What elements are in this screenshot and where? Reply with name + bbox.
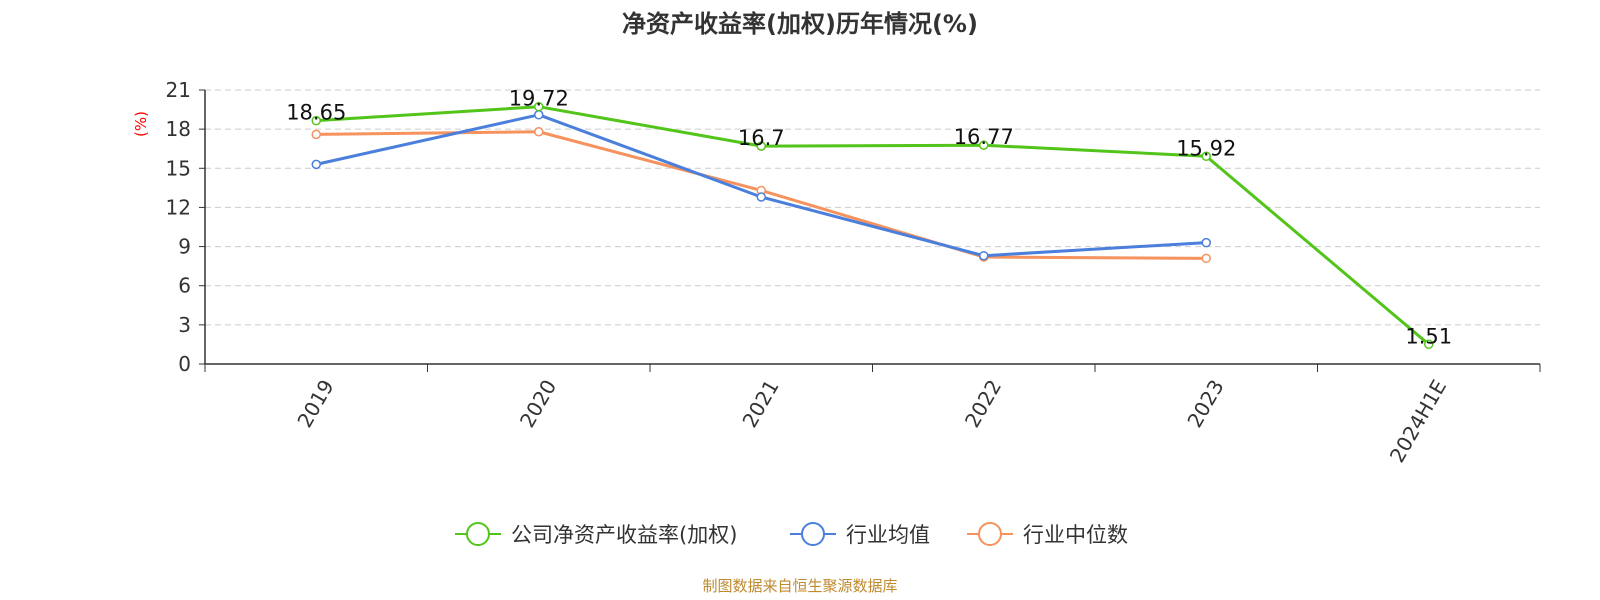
data-label: 15.92 <box>1176 136 1236 160</box>
y-axis-label: (%) <box>132 111 150 137</box>
legend-marker <box>978 522 1002 546</box>
axes: 0 3 6 9 12 15 18 21 2019 2020 2021 2022 2023 2024H1E <box>166 78 1541 467</box>
legend-marker <box>466 522 490 546</box>
y-tick-label: 15 <box>166 156 191 180</box>
data-label: 1.51 <box>1405 324 1452 348</box>
legend-item-1[interactable]: 行业均值 <box>790 522 930 547</box>
data-point <box>979 250 989 261</box>
data-point <box>1201 151 1211 162</box>
x-tick-label: 2022 <box>960 376 1006 432</box>
y-tick-label: 18 <box>166 117 191 141</box>
data-point <box>534 127 544 137</box>
y-tick-label: 3 <box>178 313 191 337</box>
series-line <box>316 105 1430 346</box>
data-label: 18.65 <box>286 101 346 125</box>
data-point <box>311 115 321 126</box>
legend-label: 公司净资产收益率(加权) <box>511 523 737 547</box>
data-point <box>311 129 321 140</box>
x-tick-label: 2021 <box>737 376 783 432</box>
series-1 <box>311 110 1211 261</box>
legend-item-0[interactable]: 公司净资产收益率(加权) <box>455 522 737 547</box>
data-label: 16.77 <box>954 125 1014 149</box>
y-tick-label: 0 <box>178 352 191 376</box>
series-0 <box>311 101 1434 350</box>
y-tick-label: 6 <box>178 274 191 298</box>
data-label: 19.72 <box>509 87 569 111</box>
legend-marker <box>801 522 825 546</box>
x-tick-label: 2023 <box>1182 376 1228 432</box>
legend-item-2[interactable]: 行业中位数 <box>967 522 1128 547</box>
x-tick-label: 2024H1E <box>1385 376 1451 467</box>
data-label: 16.7 <box>738 126 785 150</box>
data-point <box>1201 237 1211 248</box>
chart-title: 净资产收益率(加权)历年情况(%) <box>622 10 978 38</box>
grid-lines <box>205 89 1540 326</box>
y-tick-label: 12 <box>166 195 191 219</box>
data-point <box>756 192 766 202</box>
data-point <box>311 159 321 170</box>
y-tick-label: 9 <box>178 235 191 259</box>
y-tick-label: 21 <box>166 78 191 102</box>
source-note: 制图数据来自恒生聚源数据库 <box>702 577 897 595</box>
data-point <box>1201 253 1211 264</box>
legend-label: 行业中位数 <box>1023 523 1128 547</box>
data-point <box>1424 339 1434 350</box>
data-point <box>534 101 544 112</box>
series-layer <box>311 101 1434 350</box>
x-tick-label: 2020 <box>515 376 561 432</box>
data-point <box>979 140 989 150</box>
data-labels: 18.65 19.72 16.7 16.77 15.92 1.51 <box>286 87 1452 349</box>
legend-label: 行业均值 <box>846 523 930 547</box>
data-point <box>756 141 766 151</box>
legend[interactable]: 公司净资产收益率(加权) 行业均值 行业中位数 <box>455 522 1128 547</box>
x-tick-label: 2019 <box>292 376 338 432</box>
data-point <box>534 110 544 120</box>
